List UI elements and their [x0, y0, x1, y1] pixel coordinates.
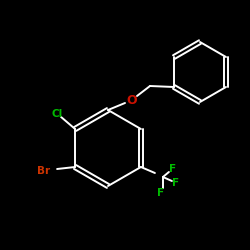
- Text: F: F: [157, 188, 164, 198]
- Text: O: O: [127, 94, 137, 106]
- Text: Cl: Cl: [52, 109, 63, 119]
- Text: Br: Br: [36, 166, 50, 176]
- Text: F: F: [172, 178, 180, 188]
- Text: F: F: [169, 164, 176, 174]
